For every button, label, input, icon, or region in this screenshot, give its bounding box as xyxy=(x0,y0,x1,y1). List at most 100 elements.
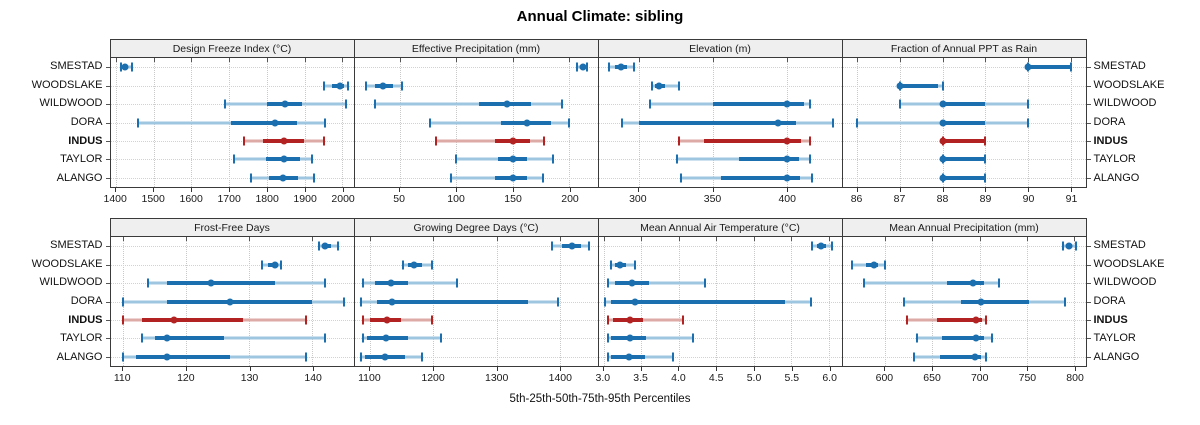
y-axis-tick xyxy=(105,159,110,161)
gridline-horizontal xyxy=(598,85,842,87)
whisker-cap xyxy=(323,81,326,91)
whisker-cap xyxy=(568,118,571,127)
y-axis-tick xyxy=(105,85,110,87)
median-dot-dora xyxy=(977,298,985,305)
panel-frost-free-days: Frost-Free Days 110 120 130 140 xyxy=(105,218,355,386)
axis-tick-label: 800 xyxy=(1066,372,1084,384)
median-dot-wildwood xyxy=(207,279,215,287)
axis-tick-label: 4.5 xyxy=(708,372,724,384)
whisker-cap xyxy=(810,173,813,183)
axis-tick-label: 650 xyxy=(923,372,941,384)
gridline-horizontal xyxy=(110,67,354,69)
whisker-cap xyxy=(431,260,434,270)
gridline-horizontal xyxy=(354,319,598,321)
whisker-cap xyxy=(1063,297,1066,306)
gridline-horizontal xyxy=(842,264,1086,266)
station-label-right-taylor: TAYLOR xyxy=(1093,153,1136,166)
axis-tick xyxy=(716,367,718,371)
station-label-left-indus: INDUS xyxy=(68,134,103,147)
gridline-horizontal xyxy=(354,264,598,266)
axis-tick-label: 87 xyxy=(893,193,906,205)
whisker-cap xyxy=(985,315,988,325)
axis-tick xyxy=(787,188,789,192)
axis-tick xyxy=(456,188,458,192)
interquartile-bar-alango xyxy=(939,354,982,359)
whisker-cap xyxy=(250,173,253,183)
axis-tick-label: 400 xyxy=(778,193,796,205)
axis-tick xyxy=(985,188,987,192)
axis-tick-top xyxy=(456,58,458,62)
axis-tick-label: 88 xyxy=(936,193,949,205)
median-dot-smestad xyxy=(1065,242,1073,250)
median-dot-woodslake xyxy=(655,82,663,90)
whisker-cap xyxy=(811,241,814,251)
axis-tick-top xyxy=(641,237,643,241)
y-axis-tick xyxy=(105,338,110,340)
axis-tick-top xyxy=(900,58,902,62)
interquartile-bar-dora xyxy=(167,299,313,304)
whisker-cap xyxy=(606,333,609,343)
median-dot-alango xyxy=(783,174,791,182)
whisker-cap xyxy=(1026,99,1029,109)
y-axis-tick xyxy=(1086,356,1091,358)
gridline-horizontal xyxy=(842,246,1086,248)
median-dot-indus xyxy=(170,316,178,324)
y-axis-tick xyxy=(1086,246,1091,248)
median-dot-dora xyxy=(631,298,638,305)
whisker-cap xyxy=(610,260,613,270)
axis-tick-label: 750 xyxy=(1018,372,1037,384)
axis-tick-label: 1600 xyxy=(179,193,203,205)
axis-tick-top xyxy=(191,58,193,62)
whisker-cap xyxy=(985,352,988,362)
whisker-cap xyxy=(587,241,590,251)
whisker-cap xyxy=(649,99,652,109)
panel-strip-mean-annual-precipitation-mm: Mean Annual Precipitation (mm) xyxy=(841,218,1087,237)
gridline-horizontal xyxy=(354,246,598,248)
axis-tick-top xyxy=(312,237,314,241)
station-label-right-smestad: SMESTAD xyxy=(1093,60,1146,73)
panel-x-axis: 50 100 150 200 xyxy=(354,188,599,210)
whisker-cap xyxy=(317,241,320,251)
axis-tick-top xyxy=(791,237,793,241)
interquartile-bar-taylor xyxy=(154,336,225,341)
axis-tick-top xyxy=(716,237,718,241)
axis-tick-top xyxy=(342,58,344,62)
y-axis-tick xyxy=(105,319,110,321)
gridline-horizontal xyxy=(110,140,354,142)
median-dot-indus xyxy=(939,137,947,145)
whisker-cap xyxy=(439,333,442,343)
axis-tick-label: 350 xyxy=(703,193,722,205)
panel-plot-area xyxy=(841,237,1091,367)
panel-plot-area xyxy=(597,237,843,367)
gridline-horizontal xyxy=(110,159,354,161)
y-axis-tick xyxy=(1086,319,1091,321)
whisker-5-95-wildwood xyxy=(608,281,705,285)
whisker-cap xyxy=(604,297,607,306)
whisker-5-95-woodslake xyxy=(651,84,679,88)
y-axis-tick xyxy=(105,140,110,142)
whisker-cap xyxy=(552,154,555,164)
axis-tick-top xyxy=(1070,58,1072,62)
whisker-cap xyxy=(324,333,327,343)
interquartile-bar-taylor xyxy=(941,336,985,341)
panel-strip-elevation-m: Elevation (m) xyxy=(597,39,843,58)
interquartile-bar-woodslake xyxy=(900,83,939,88)
panel-mean-annual-precipitation-mm: Mean Annual Precipitation (mm) 600 650 700 7… xyxy=(841,218,1091,386)
axis-tick-label: 130 xyxy=(240,372,259,384)
whisker-cap xyxy=(449,173,452,183)
whisker-cap xyxy=(542,173,545,183)
y-axis-tick xyxy=(1086,264,1091,266)
y-axis-tick xyxy=(105,283,110,285)
axis-tick-label: 140 xyxy=(304,372,322,384)
whisker-cap xyxy=(916,333,919,343)
axis-tick xyxy=(754,367,756,371)
gridline-horizontal xyxy=(110,177,354,179)
station-label-right-dora: DORA xyxy=(1093,295,1126,308)
gridline-horizontal xyxy=(598,283,842,285)
axis-tick xyxy=(305,188,307,192)
axis-tick-label: 2000 xyxy=(331,193,355,205)
panel-strip-effective-precipitation-mm: Effective Precipitation (mm) xyxy=(353,39,599,58)
y-axis-tick xyxy=(1086,159,1091,161)
median-dot-indus xyxy=(280,137,288,145)
whisker-cap xyxy=(361,315,364,325)
